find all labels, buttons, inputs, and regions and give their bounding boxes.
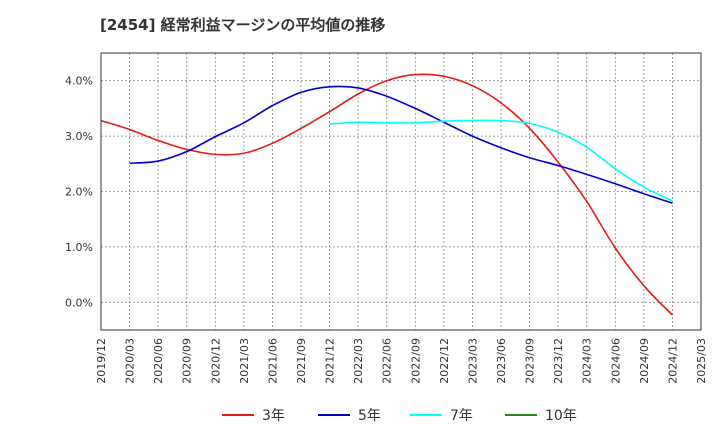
x-tick-label: 2023/03: [466, 338, 479, 384]
x-tick-label: 2024/03: [581, 338, 594, 384]
x-tick-label: 2021/06: [266, 338, 279, 384]
x-tick-label: 2022/03: [352, 338, 365, 384]
x-tick-label: 2023/12: [552, 338, 565, 384]
y-tick-label: 1.0%: [65, 241, 93, 254]
legend-label: 3年: [262, 408, 285, 424]
x-tick-label: 2022/06: [381, 338, 394, 384]
legend-label: 5年: [358, 408, 381, 424]
series-line-7年: [329, 119, 673, 202]
x-tick-label: 2023/09: [524, 338, 537, 384]
series-line-5年: [129, 85, 673, 204]
y-tick-label: 2.0%: [65, 186, 93, 199]
x-tick-label: 2020/12: [209, 338, 222, 384]
x-tick-label: 2023/06: [495, 338, 508, 384]
x-axis-ticks: 2019/12 2020/03 2020/06 2020/09 2020/12 2021/…: [95, 338, 708, 384]
grid: [100, 53, 702, 330]
x-tick-label: 2022/09: [409, 338, 422, 384]
legend-label: 7年: [450, 408, 473, 424]
x-tick-label: 2022/12: [438, 338, 451, 384]
y-tick-label: 4.0%: [65, 75, 93, 88]
y-tick-label: 0.0%: [65, 296, 93, 309]
y-tick-label: 3.0%: [65, 130, 93, 143]
series-group: [100, 73, 674, 316]
x-tick-label: 2019/12: [95, 338, 108, 384]
x-tick-label: 2020/06: [152, 338, 165, 384]
legend-label: 10年: [545, 408, 577, 424]
x-tick-label: 2020/09: [181, 338, 194, 384]
plot-frame: [100, 52, 702, 331]
y-axis-ticks: 0.0% 1.0% 2.0% 3.0% 4.0%: [65, 75, 93, 310]
chart-title: [2454] 経常利益マージンの平均値の推移: [100, 16, 386, 34]
x-tick-label: 2021/12: [324, 338, 337, 384]
x-tick-label: 2024/09: [638, 338, 651, 384]
series-line-3年: [100, 73, 674, 316]
x-tick-label: 2024/06: [609, 338, 622, 384]
x-tick-label: 2024/12: [666, 338, 679, 384]
x-tick-label: 2021/09: [295, 338, 308, 384]
x-tick-label: 2021/03: [238, 338, 251, 384]
legend: 3年 5年 7年 10年: [222, 408, 577, 424]
x-tick-label: 2025/03: [695, 338, 708, 384]
x-tick-label: 2020/03: [124, 338, 137, 384]
